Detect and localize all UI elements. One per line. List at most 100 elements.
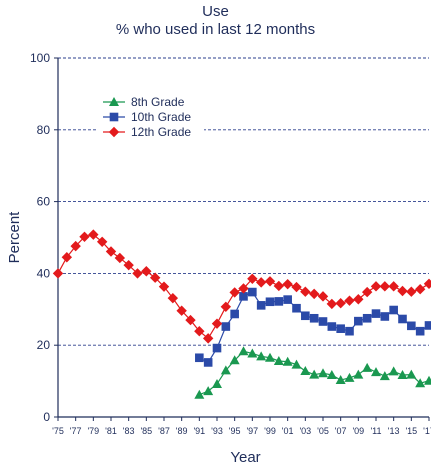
data-point-8th-grade [406,369,417,379]
data-point-8th-grade [424,375,431,385]
data-point-8th-grade [247,348,258,358]
data-point-12th-grade [220,301,232,312]
legend-label-10th-grade: 10th Grade [131,110,191,124]
x-tick-label: '13 [388,426,400,436]
data-point-12th-grade [52,268,64,279]
data-point-12th-grade [317,291,329,302]
data-point-12th-grade [132,268,143,279]
data-point-8th-grade [300,366,311,376]
data-point-10th-grade [230,309,239,319]
data-point-8th-grade [212,378,222,388]
data-point-8th-grade [229,355,240,365]
data-point-12th-grade [308,288,320,300]
x-tick-label: '91 [193,426,205,436]
data-point-12th-grade [379,281,391,292]
data-point-8th-grade [238,346,249,356]
data-point-12th-grade [185,314,196,326]
y-tick-label: 0 [43,410,50,424]
chart-subtitle: % who used in last 12 months [115,21,316,38]
data-point-8th-grade [326,369,337,379]
x-tick-label: '95 [229,426,241,436]
x-tick-label: '15 [405,426,417,436]
data-point-12th-grade [114,252,126,264]
data-point-12th-grade [194,325,205,337]
data-point-10th-grade [424,321,431,330]
data-point-12th-grade [326,298,338,310]
data-point-12th-grade [167,292,179,304]
data-point-12th-grade [273,280,285,292]
data-point-8th-grade [273,355,284,365]
data-point-10th-grade [239,292,248,301]
legend-label-12th-grade: 12th Grade [131,125,191,139]
y-tick-label: 40 [37,266,51,280]
legend-marker-8th-grade [109,97,119,106]
y-tick-label: 100 [30,51,50,65]
data-point-8th-grade [282,356,293,366]
legend-marker-12th-grade [108,126,120,138]
data-point-12th-grade [238,283,249,294]
data-point-12th-grade [423,278,431,290]
data-point-8th-grade [353,369,364,379]
data-point-10th-grade [274,297,284,306]
data-point-10th-grade [389,305,398,315]
x-tick-label: '05 [317,426,329,436]
data-point-8th-grade [371,367,381,377]
data-point-10th-grade [407,321,416,331]
data-point-10th-grade [265,297,275,307]
x-tick-label: '87 [158,426,170,436]
data-point-8th-grade [397,369,408,379]
data-point-8th-grade [344,372,355,382]
data-point-12th-grade [202,333,214,344]
data-point-8th-grade [335,375,346,385]
data-point-8th-grade [415,378,426,388]
data-point-8th-grade [256,351,267,361]
data-point-10th-grade [283,295,292,304]
data-point-10th-grade [318,317,328,326]
series-12th-grade [52,229,431,344]
data-point-8th-grade [388,366,399,376]
data-point-10th-grade [362,313,372,323]
data-point-12th-grade [264,276,276,287]
data-point-10th-grade [212,343,222,353]
data-point-12th-grade [335,297,346,309]
y-axis-label: Percent [6,211,23,264]
data-point-8th-grade [362,362,373,372]
x-tick-label: '03 [299,426,311,436]
data-point-10th-grade [327,322,337,331]
data-point-8th-grade [291,359,302,369]
data-point-12th-grade [158,281,170,292]
series-group [52,229,431,399]
data-point-12th-grade [344,295,355,306]
x-tick-label: '79 [87,426,99,436]
data-point-8th-grade [203,386,214,396]
x-axis-label: Year [230,449,260,466]
data-point-10th-grade [354,316,363,326]
data-point-10th-grade [195,353,204,363]
data-point-12th-grade [123,259,134,271]
data-point-10th-grade [336,324,345,333]
legend-marker-10th-grade [109,112,119,122]
data-point-12th-grade [96,236,108,248]
data-point-10th-grade [203,358,213,367]
x-tick-label: '85 [140,426,152,436]
x-tick-label: '99 [264,426,276,436]
data-point-10th-grade [345,326,354,336]
data-point-10th-grade [221,322,231,331]
chart-title: Use [202,3,229,20]
y-tick-label: 20 [37,338,51,352]
data-point-10th-grade [380,312,390,321]
data-point-12th-grade [149,272,161,283]
data-point-10th-grade [371,309,381,318]
axes [57,58,429,418]
data-point-8th-grade [265,352,275,362]
data-point-12th-grade [141,266,152,277]
x-tick-label: '01 [282,426,294,436]
series-8th-grade [194,346,431,399]
data-point-12th-grade [176,305,187,316]
data-point-8th-grade [379,371,390,381]
legend-label-8th-grade: 8th Grade [131,95,185,109]
data-point-12th-grade [406,286,417,297]
x-tick-label: '75 [52,426,64,436]
